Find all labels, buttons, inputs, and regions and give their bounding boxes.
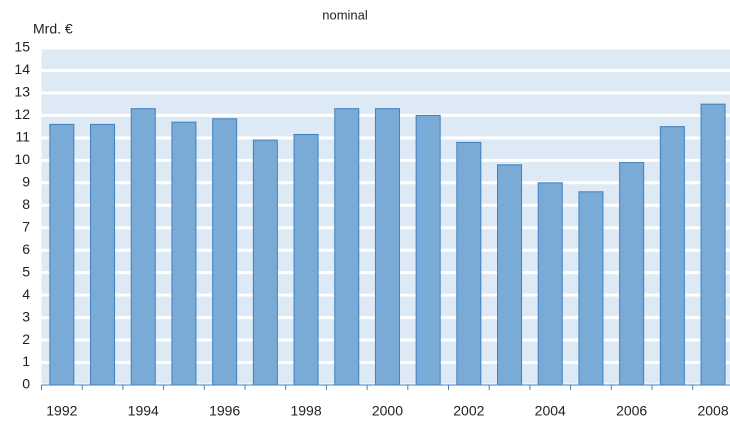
bar — [130, 108, 156, 386]
chart-title: nominal — [322, 7, 368, 22]
x-tick-label: 2008 — [697, 403, 728, 419]
y-tick-label: 10 — [14, 151, 30, 167]
x-tick-label: 1992 — [46, 403, 77, 419]
bar — [293, 133, 319, 386]
y-tick-label: 6 — [22, 241, 30, 257]
y-tick-label: 13 — [14, 84, 30, 100]
y-tick-label: 8 — [22, 196, 30, 212]
y-tick-label: 3 — [22, 308, 30, 324]
y-tick-label: 0 — [22, 376, 30, 392]
x-tick-label: 2000 — [372, 403, 403, 419]
bar — [252, 139, 278, 386]
bar — [537, 182, 563, 386]
bar — [456, 141, 482, 386]
y-tick-label: 7 — [22, 218, 30, 234]
bar — [212, 118, 238, 386]
x-tick-label: 2002 — [453, 403, 484, 419]
y-tick-label: 4 — [22, 286, 30, 302]
bar — [171, 121, 197, 386]
bar — [334, 108, 360, 386]
y-tick-label: 12 — [14, 106, 30, 122]
y-axis-label: Mrd. € — [33, 21, 73, 37]
x-tick-label: 1996 — [209, 403, 240, 419]
y-tick-label: 9 — [22, 174, 30, 190]
bar — [659, 126, 685, 386]
bar — [49, 123, 75, 386]
x-tick-label: 1994 — [128, 403, 159, 419]
bar — [415, 114, 441, 386]
y-tick-label: 2 — [22, 331, 30, 347]
bar — [700, 103, 726, 386]
x-tick-label: 2006 — [616, 403, 647, 419]
y-tick-label: 14 — [14, 61, 30, 77]
bar — [497, 164, 523, 386]
y-tick-label: 11 — [15, 129, 30, 145]
y-tick-label: 5 — [22, 263, 30, 279]
y-tick-label: 1 — [22, 353, 30, 369]
y-tick-label: 15 — [14, 39, 30, 55]
x-tick-label: 2004 — [535, 403, 566, 419]
bar — [619, 162, 645, 386]
bar — [578, 191, 604, 386]
bar — [90, 123, 116, 386]
bar — [374, 108, 400, 386]
x-tick-label: 1998 — [290, 403, 321, 419]
